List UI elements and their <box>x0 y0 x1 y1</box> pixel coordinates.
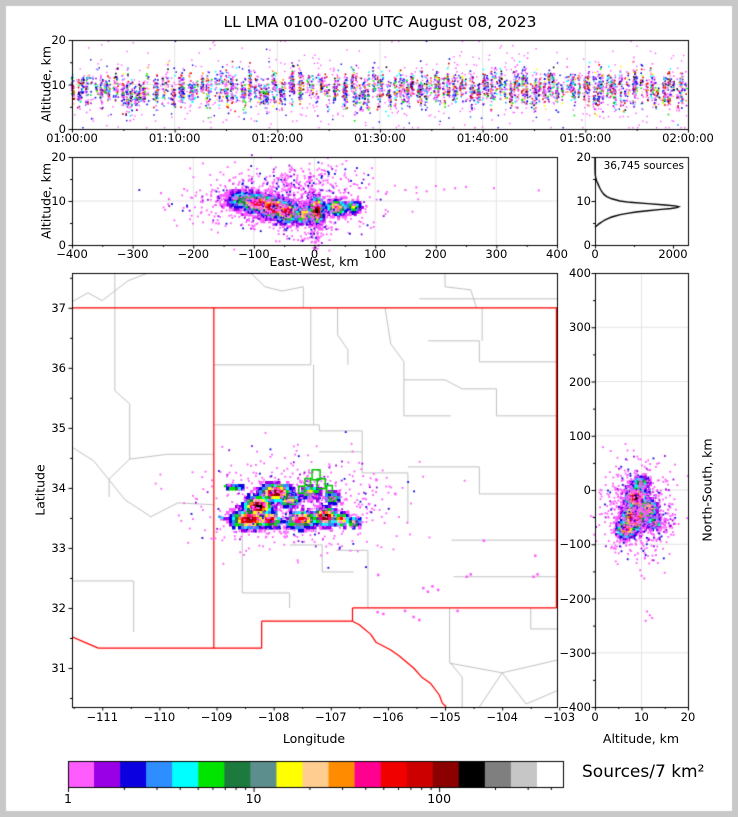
longitude-axis-tick: −103 <box>543 710 576 724</box>
colorbar-tick: 100 <box>427 791 452 806</box>
longitude-axis-tick: −110 <box>143 710 176 724</box>
latitude-axis-tick: 32 <box>51 600 66 615</box>
source-count-annotation: 36,745 sources <box>603 160 684 172</box>
colorbar-tick: 10 <box>245 791 262 806</box>
longitude-axis-tick: −106 <box>372 710 404 724</box>
east-west-axis-tick: 400 <box>546 247 568 261</box>
altitude-axis-tick: 10 <box>51 77 66 92</box>
time-axis-tick: 01:50:00 <box>559 131 612 145</box>
ew-panel-x-axis-label: East-West, km <box>269 254 359 269</box>
map-y-axis-label: Latitude <box>32 464 48 516</box>
east-west-axis-tick: 100 <box>364 247 387 261</box>
map-x-axis-label: Longitude <box>282 731 346 746</box>
colorbar-label: Sources/7 km² <box>582 762 705 782</box>
time-axis-tick: 01:10:00 <box>148 131 201 145</box>
east-west-axis-tick: 300 <box>485 247 508 261</box>
altitude-axis-tick: 0 <box>58 238 66 252</box>
east-west-axis-tick: −200 <box>177 247 210 261</box>
north-south-axis-tick: 0 <box>583 483 591 497</box>
altitude-axis-tick: 0 <box>583 238 591 252</box>
latitude-axis-tick: 31 <box>51 660 66 675</box>
time-axis-tick: 01:30:00 <box>354 131 406 145</box>
latitude-axis-tick: 35 <box>51 420 66 435</box>
north-south-axis-tick: 200 <box>569 374 591 389</box>
colorbar-tick: 1 <box>64 791 72 806</box>
altitude-axis-tick: 10 <box>51 194 66 208</box>
latitude-axis-tick: 33 <box>51 540 66 555</box>
altitude-axis-tick: 20 <box>680 710 696 724</box>
altitude-axis-tick: 20 <box>51 150 66 164</box>
north-south-axis-tick: −400 <box>559 700 591 714</box>
north-south-axis-tick: −200 <box>559 591 591 606</box>
east-west-axis-tick: 0 <box>310 247 319 261</box>
east-west-axis-tick: −100 <box>238 247 270 261</box>
latitude-axis-tick: 37 <box>51 300 66 315</box>
north-south-axis-tick: 400 <box>569 266 591 280</box>
altitude-axis-tick: 10 <box>634 710 649 724</box>
longitude-axis-tick: −107 <box>314 710 347 724</box>
ns-panel-y-axis-label: North-South, km <box>699 438 715 542</box>
longitude-axis-tick: −111 <box>86 710 119 724</box>
north-south-axis-tick: 100 <box>569 428 591 443</box>
altitude-axis-tick: 20 <box>576 150 591 164</box>
time-axis-tick: 01:00:00 <box>46 131 98 145</box>
time-axis-tick: 02:00:00 <box>662 131 714 145</box>
north-south-axis-tick: 300 <box>569 320 591 335</box>
altitude-axis-tick: 0 <box>591 710 599 724</box>
north-south-axis-tick: −300 <box>559 645 591 660</box>
figure-title: LL LMA 0100-0200 UTC August 08, 2023 <box>223 13 537 31</box>
north-south-axis-tick: −100 <box>559 537 591 552</box>
east-west-axis-tick: 200 <box>424 247 447 261</box>
east-west-axis-tick: −400 <box>56 247 88 261</box>
histogram-axis-tick: 0 <box>591 247 599 261</box>
time-axis-tick: 01:40:00 <box>456 131 509 145</box>
longitude-axis-tick: −108 <box>257 710 290 724</box>
altitude-axis-tick: 0 <box>58 122 66 136</box>
longitude-axis-tick: −105 <box>429 710 461 724</box>
altitude-axis-tick: 20 <box>51 33 66 47</box>
latitude-axis-tick: 34 <box>51 480 66 495</box>
longitude-axis-tick: −104 <box>486 710 518 724</box>
altitude-axis-tick: 10 <box>576 194 591 208</box>
ns-panel-x-axis-label: Altitude, km <box>602 731 680 746</box>
longitude-axis-tick: −109 <box>200 710 233 724</box>
histogram-axis-tick: 2000 <box>658 247 688 261</box>
latitude-axis-tick: 36 <box>51 360 66 375</box>
time-axis-tick: 01:20:00 <box>251 131 304 145</box>
east-west-axis-tick: −300 <box>116 247 149 261</box>
